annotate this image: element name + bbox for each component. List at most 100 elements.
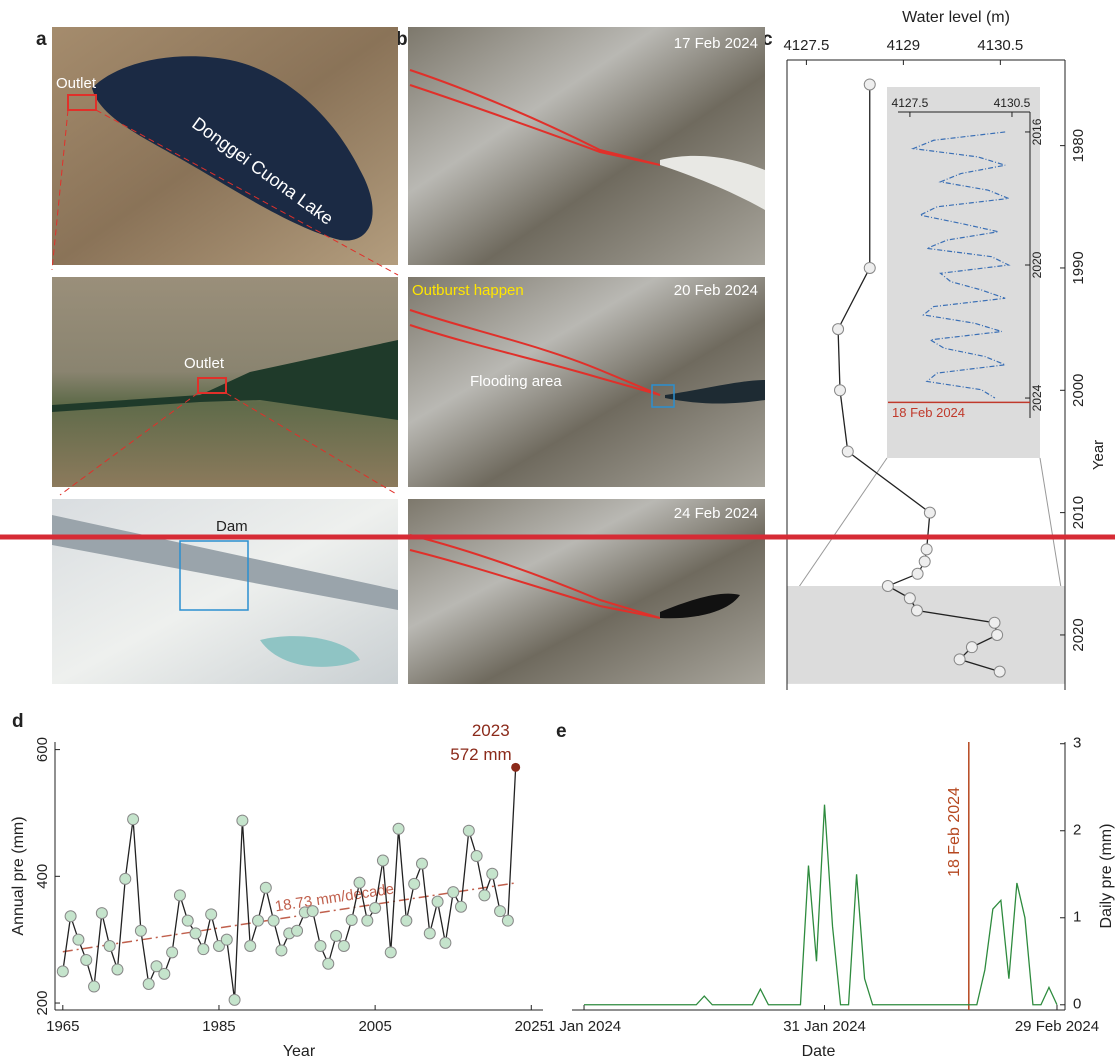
river-outline — [409, 309, 661, 396]
data-line — [910, 131, 1011, 399]
x-tick-label: 2005 — [358, 1018, 391, 1035]
inset-connector — [789, 457, 888, 601]
data-point — [158, 967, 171, 980]
panel-label: b — [396, 29, 408, 50]
data-point — [462, 824, 475, 837]
x-tick-label: 1980 — [1070, 129, 1087, 162]
image-label: Dam — [216, 518, 248, 535]
x-axis-title: Year — [1090, 440, 1107, 470]
data-point — [376, 854, 389, 867]
zoom-line — [59, 392, 199, 496]
image-label: Flooding area — [470, 373, 562, 390]
data-point — [911, 567, 924, 580]
data-point — [353, 876, 366, 889]
y-tick-label: 4129 — [887, 37, 920, 54]
y-axis-title: Annual pre (mm) — [10, 816, 27, 935]
data-point — [197, 943, 210, 956]
lake — [92, 56, 373, 241]
value-label: 572 mm — [450, 745, 511, 764]
y-tick-label: 600 — [34, 737, 51, 762]
x-tick-label: 1990 — [1070, 251, 1087, 284]
event-label: 18 Feb 2024 — [946, 787, 963, 877]
x-tick-label: 1985 — [202, 1018, 235, 1035]
data-point — [834, 384, 847, 397]
lake — [665, 380, 765, 404]
event-label: 18 Feb 2024 — [892, 405, 965, 420]
data-point — [903, 592, 916, 605]
data-point — [181, 914, 194, 927]
data-point — [345, 914, 358, 927]
data-point — [119, 872, 132, 885]
y-tick-label: 4127.5 — [892, 96, 929, 110]
data-point — [252, 914, 265, 927]
data-point — [415, 857, 428, 870]
x-axis-title: Year — [283, 1043, 316, 1060]
data-point — [267, 914, 280, 927]
y-tick-label: 3 — [1073, 735, 1081, 752]
data-point — [72, 933, 85, 946]
data-point — [337, 940, 350, 953]
data-point — [166, 946, 179, 959]
y-tick-label: 1 — [1073, 909, 1081, 926]
x-tick-label: 2020 — [1030, 251, 1044, 278]
data-point — [965, 641, 978, 654]
image-date: 24 Feb 2024 — [674, 505, 758, 522]
x-tick-label: 31 Jan 2024 — [783, 1018, 866, 1035]
data-point — [988, 616, 1001, 629]
y-axis-title: Daily pre (mm) — [1098, 824, 1115, 929]
lake — [660, 593, 740, 619]
data-point — [150, 960, 163, 973]
data-point — [259, 881, 272, 894]
y-tick-label: 4130.5 — [977, 37, 1023, 54]
data-point — [447, 886, 460, 899]
data-point — [494, 905, 507, 918]
data-point — [275, 944, 288, 957]
x-tick-label: 2025 — [515, 1018, 548, 1035]
data-point — [244, 940, 257, 953]
data-point — [923, 506, 936, 519]
shaded-range — [787, 586, 1065, 684]
data-point — [423, 927, 436, 940]
data-point — [127, 813, 140, 826]
data-point — [314, 940, 327, 953]
data-point — [478, 889, 491, 902]
data-point — [455, 900, 468, 913]
data-point — [920, 543, 933, 556]
data-point — [918, 555, 931, 568]
zoom-line — [225, 392, 399, 496]
x-axis-title: Date — [802, 1043, 836, 1060]
data-point — [501, 914, 514, 927]
zoom-line — [95, 109, 399, 276]
data-point — [322, 957, 335, 970]
image-label: Outlet — [184, 355, 225, 372]
data-point — [212, 940, 225, 953]
y-tick-label: 200 — [34, 991, 51, 1016]
x-tick-label: 2010 — [1070, 496, 1087, 529]
y-tick-label: 4127.5 — [783, 37, 829, 54]
x-tick-label: 2016 — [1030, 118, 1044, 145]
panel-label: c — [762, 29, 773, 50]
data-point — [142, 978, 155, 991]
data-point — [910, 604, 923, 617]
data-point — [384, 946, 397, 959]
data-point — [111, 963, 124, 976]
highlight-point — [511, 762, 521, 772]
x-tick-label: 1965 — [46, 1018, 79, 1035]
data-point — [205, 908, 218, 921]
data-point — [103, 940, 116, 953]
zoom-line — [51, 109, 69, 271]
data-point — [863, 78, 876, 91]
data-point — [486, 867, 499, 880]
x-tick-label: 2000 — [1070, 374, 1087, 407]
image-label: Outburst happen — [412, 282, 524, 299]
panel-label: a — [36, 29, 47, 50]
image-date: 20 Feb 2024 — [674, 282, 758, 299]
data-point — [832, 323, 845, 336]
data-point — [228, 993, 241, 1006]
data-point — [408, 877, 421, 890]
panel-label: d — [12, 711, 24, 732]
data-point — [306, 905, 319, 918]
river — [52, 340, 398, 420]
